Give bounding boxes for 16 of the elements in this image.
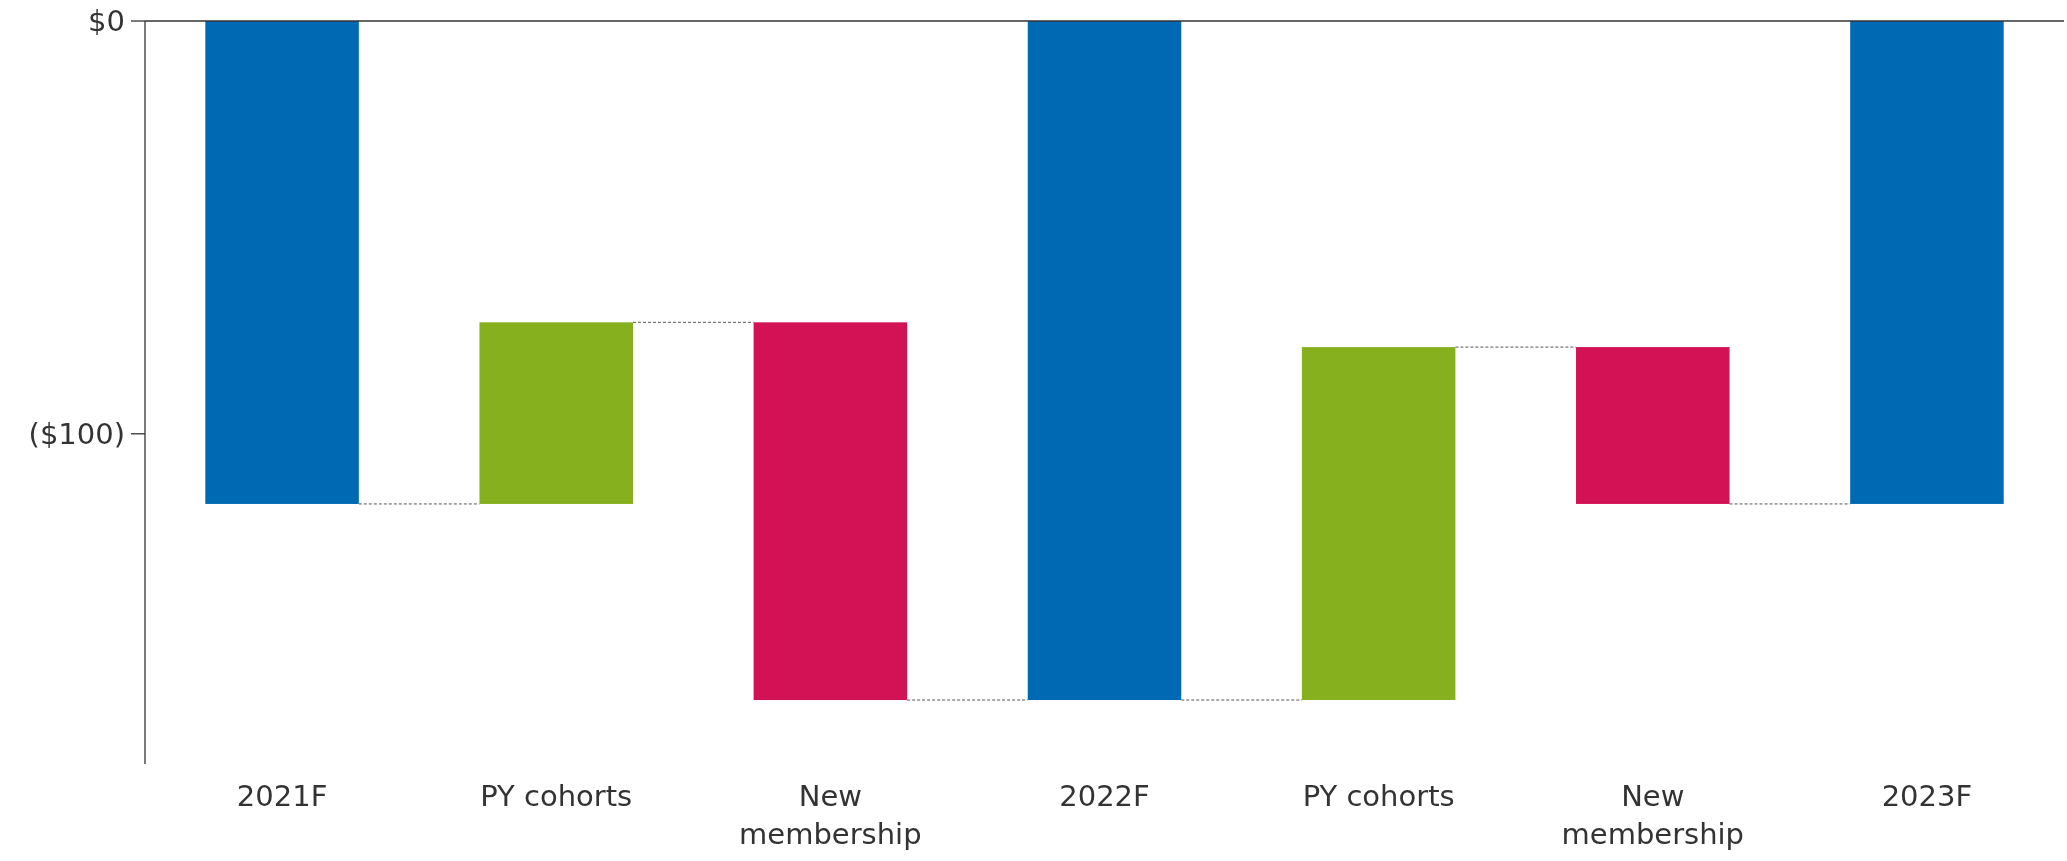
x-tick-label: 2021F [236,779,328,813]
x-tick-label: New membership [739,779,922,851]
y-tick-label: $0 [88,4,125,39]
x-tick-label: PY cohorts [480,779,633,813]
bar [205,21,359,504]
bar [1850,21,2004,504]
x-tick-label: PY cohorts [1302,779,1455,813]
x-tick-label: 2023F [1881,779,1973,813]
bar [1576,347,1730,504]
x-tick-label: 2022F [1059,779,1150,813]
bar [479,322,633,504]
bar [1027,21,1182,701]
bar [1301,347,1456,701]
y-tick-label: ($100) [28,416,125,451]
x-tick-label: New membership [1561,779,1745,851]
bar [753,322,908,701]
